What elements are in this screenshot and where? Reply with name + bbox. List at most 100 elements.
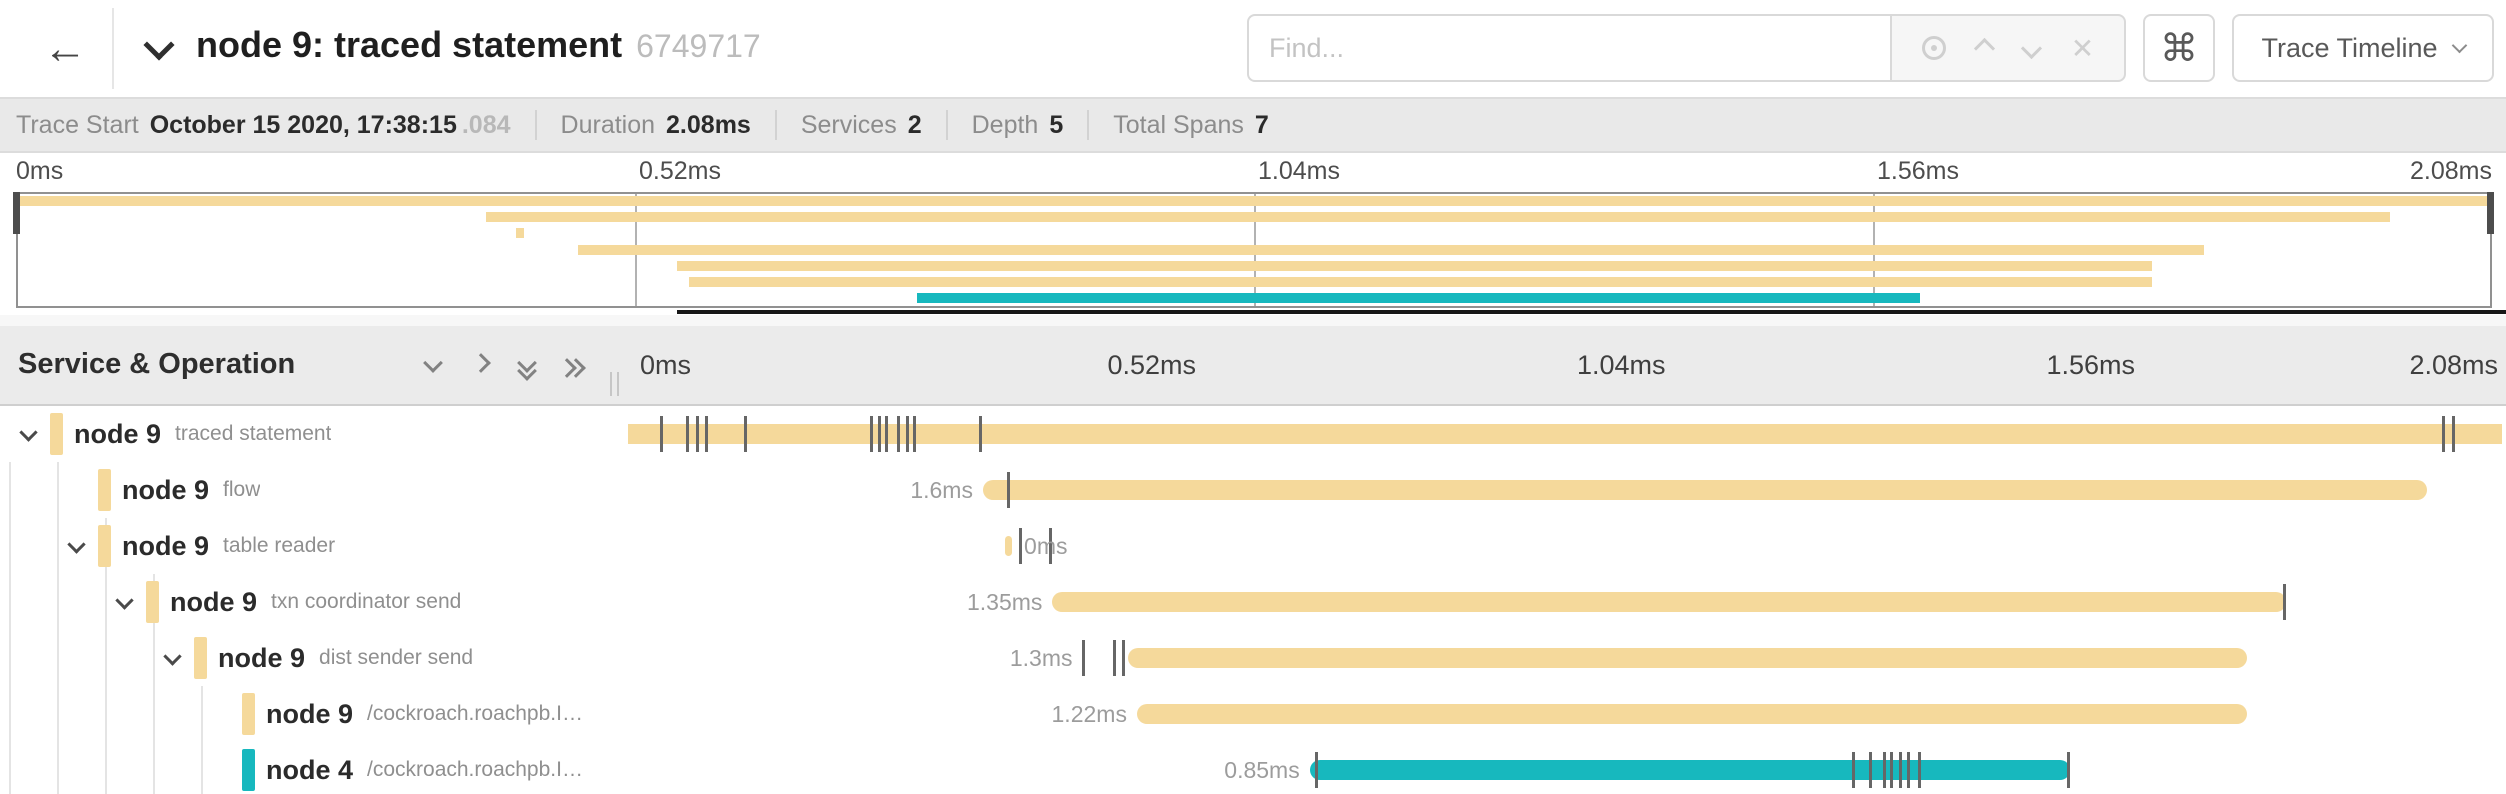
span-row[interactable]: node 9 table reader 0ms: [0, 518, 2506, 574]
log-tick: [1007, 472, 1011, 508]
clear-search-icon[interactable]: ✕: [2070, 32, 2095, 64]
span-duration-bar[interactable]: [1136, 704, 2247, 724]
span-duration-bar[interactable]: [982, 480, 2428, 500]
span-row[interactable]: node 9 traced statement: [0, 406, 2506, 462]
trace-id: 6749717: [636, 28, 761, 64]
meta-services: Services 2: [774, 110, 946, 140]
log-tick: [1112, 640, 1116, 676]
prev-result-icon[interactable]: [1974, 37, 1996, 59]
log-tick: [1918, 752, 1922, 788]
log-tick: [885, 416, 889, 452]
span-duration-bar[interactable]: [1052, 592, 2287, 612]
chevron-down-icon: [2451, 37, 2467, 53]
timeline-axis-label: 0.52ms: [1107, 350, 1197, 380]
service-name: node 9: [122, 474, 210, 505]
locate-icon[interactable]: [1921, 36, 1946, 60]
divider-strip: [0, 315, 2506, 326]
log-tick: [2451, 416, 2455, 452]
log-tick: [1018, 528, 1022, 564]
collapse-one-icon[interactable]: [423, 353, 443, 375]
service-name: node 9: [218, 642, 306, 673]
trace-meta-bar: Trace Start October 15 2020, 17:38:15 .0…: [0, 97, 2506, 153]
log-tick: [1899, 752, 1903, 788]
log-tick: [896, 416, 900, 452]
span-name-wrap: node 9 dist sender send: [218, 630, 473, 686]
expand-all-icon[interactable]: [557, 356, 586, 385]
collapse-trace-chevron-icon[interactable]: [143, 29, 175, 61]
column-resize-grip[interactable]: [608, 372, 622, 396]
span-name-wrap: node 9 txn coordinator send: [170, 574, 461, 630]
page-title: node 9: traced statement 6749717: [196, 24, 761, 66]
span-duration-label: 0.85ms: [1224, 757, 1300, 783]
minimap-span-bar: [18, 196, 2490, 206]
span-duration-bar[interactable]: [1005, 536, 1013, 556]
service-color-swatch: [98, 525, 111, 567]
log-tick: [1082, 640, 1086, 676]
log-tick: [1906, 752, 1910, 788]
span-duration-bar[interactable]: [1309, 760, 2071, 780]
span-duration-label: 0ms: [1024, 533, 1068, 559]
meta-value: 2.08ms: [666, 110, 751, 139]
collapse-all-icon[interactable]: [516, 353, 538, 385]
operation-name: table reader: [223, 534, 336, 557]
minimap-axis-label: 0ms: [16, 157, 64, 185]
meta-label: Duration: [560, 110, 656, 139]
minimap-axis-label: 1.04ms: [1258, 157, 1340, 185]
span-duration-bar[interactable]: [628, 424, 2503, 444]
operation-name: /cockroach.roachpb.I…: [367, 702, 583, 725]
meta-label: Trace Start: [16, 110, 139, 139]
meta-trace-start: Trace Start October 15 2020, 17:38:15 .0…: [16, 110, 535, 140]
log-tick: [2282, 584, 2286, 620]
span-duration-label: 1.6ms: [910, 477, 973, 503]
trace-title: node 9: traced statement: [196, 24, 623, 65]
span-name-wrap: node 9/cockroach.roachpb.I…: [266, 686, 583, 742]
span-row[interactable]: node 9 flow 1.6ms: [0, 462, 2506, 518]
keyboard-shortcuts-button[interactable]: ⌘: [2143, 14, 2215, 82]
span-row[interactable]: node 9/cockroach.roachpb.I… 1.22ms: [0, 686, 2506, 742]
find-input[interactable]: [1247, 14, 1890, 82]
minimap-axis-label: 2.08ms: [2410, 157, 2492, 185]
meta-label: Services: [800, 110, 897, 139]
minimap-axis-label: 0.52ms: [639, 157, 721, 185]
span-duration-bar[interactable]: [1127, 648, 2247, 668]
minimap-span-bar: [577, 244, 2205, 255]
span-rows: node 9 traced statement node 9 flow 1.6ms nod…: [0, 406, 2506, 794]
span-duration-label: 1.35ms: [967, 589, 1043, 615]
trace-minimap-region: 0ms 0.52ms 1.04ms 1.56ms 2.08ms: [0, 153, 2506, 315]
service-name: node 9: [122, 530, 210, 561]
scrubber-left-handle[interactable]: [13, 192, 20, 234]
meta-value-fraction: .084: [461, 110, 511, 139]
log-tick: [870, 416, 874, 452]
meta-label: Depth: [971, 110, 1039, 139]
timeline-minimap[interactable]: [16, 192, 2492, 308]
expand-chevron-icon[interactable]: [115, 591, 134, 610]
span-row[interactable]: node 9 dist sender send 1.3ms: [0, 630, 2506, 686]
span-row[interactable]: node 4/cockroach.roachpb.I… 0.85ms: [0, 742, 2506, 794]
span-duration-label: 1.22ms: [1051, 701, 1127, 727]
log-tick: [877, 416, 881, 452]
log-tick: [905, 416, 909, 452]
span-row[interactable]: node 9 txn coordinator send 1.35ms: [0, 574, 2506, 630]
next-result-icon[interactable]: [2020, 37, 2043, 59]
span-name-wrap: node 9 table reader: [122, 518, 335, 574]
minimap-scroll-indicator: [677, 310, 2506, 314]
minimap-span-bar: [916, 293, 1920, 304]
expand-chevron-icon[interactable]: [19, 423, 38, 442]
service-color-swatch: [242, 749, 255, 791]
timeline-axis-label: 0ms: [640, 350, 692, 380]
meta-value: 5: [1049, 110, 1064, 139]
log-tick: [2442, 416, 2446, 452]
trace-view-dropdown[interactable]: Trace Timeline: [2232, 14, 2494, 82]
log-tick: [686, 416, 690, 452]
back-arrow-icon[interactable]: ←: [43, 23, 87, 73]
log-tick: [1890, 752, 1894, 788]
expand-chevron-icon[interactable]: [67, 535, 86, 554]
log-tick: [695, 416, 699, 452]
expand-chevron-icon[interactable]: [163, 647, 182, 666]
log-tick: [1852, 752, 1856, 788]
scrubber-right-handle[interactable]: [2487, 192, 2494, 234]
expand-one-icon[interactable]: [471, 353, 491, 375]
service-operation-header: Service & Operation: [18, 348, 296, 380]
find-addon: ✕: [1890, 14, 2126, 82]
